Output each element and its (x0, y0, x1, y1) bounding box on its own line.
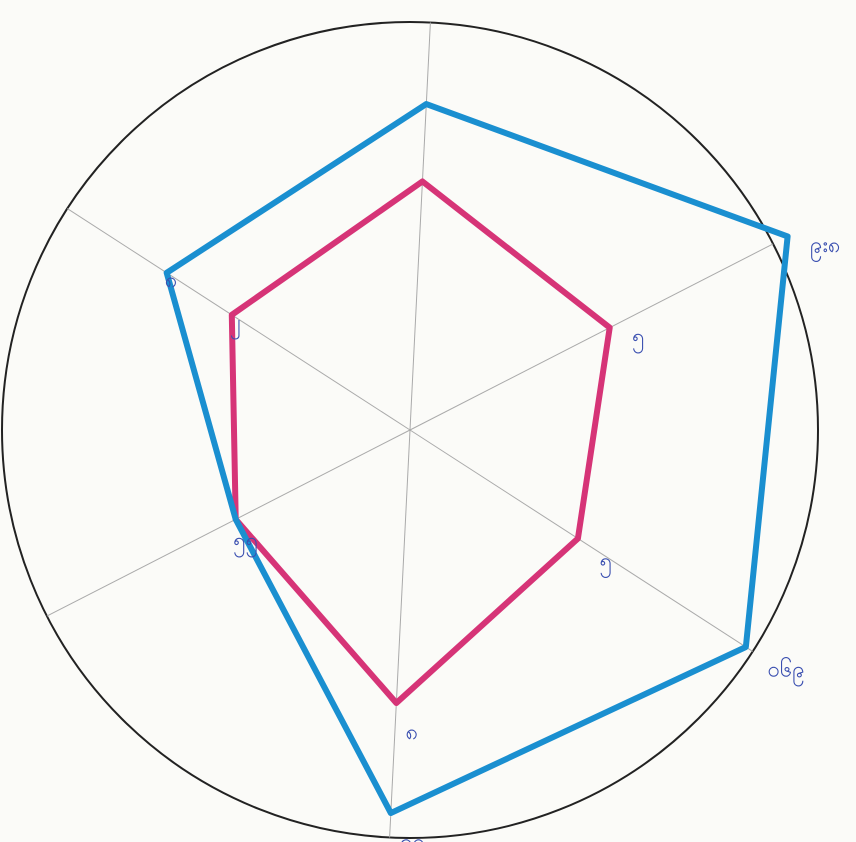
vertex-label: ၉း၈ (810, 233, 841, 262)
spoke (389, 429, 411, 838)
series-outline (163, 101, 791, 817)
outer-circle (1, 21, 819, 839)
spoke (46, 429, 411, 617)
vertex-label: ၂ (230, 310, 241, 339)
series-outline (228, 178, 613, 707)
spoke (409, 243, 774, 431)
vertex-label: ၈ (406, 720, 419, 745)
vertex-label: ၅၅ (233, 529, 258, 558)
vertex-label: ၅ (632, 324, 644, 353)
vertex-label: ၅ (600, 549, 612, 578)
spoke (67, 208, 411, 431)
vertex-label: ၁၀ (400, 830, 425, 842)
vertex-label: ၈ (165, 268, 178, 293)
spoke (409, 22, 431, 431)
vertex-label: ၀၆၉ (768, 657, 805, 687)
spoke (409, 429, 753, 652)
